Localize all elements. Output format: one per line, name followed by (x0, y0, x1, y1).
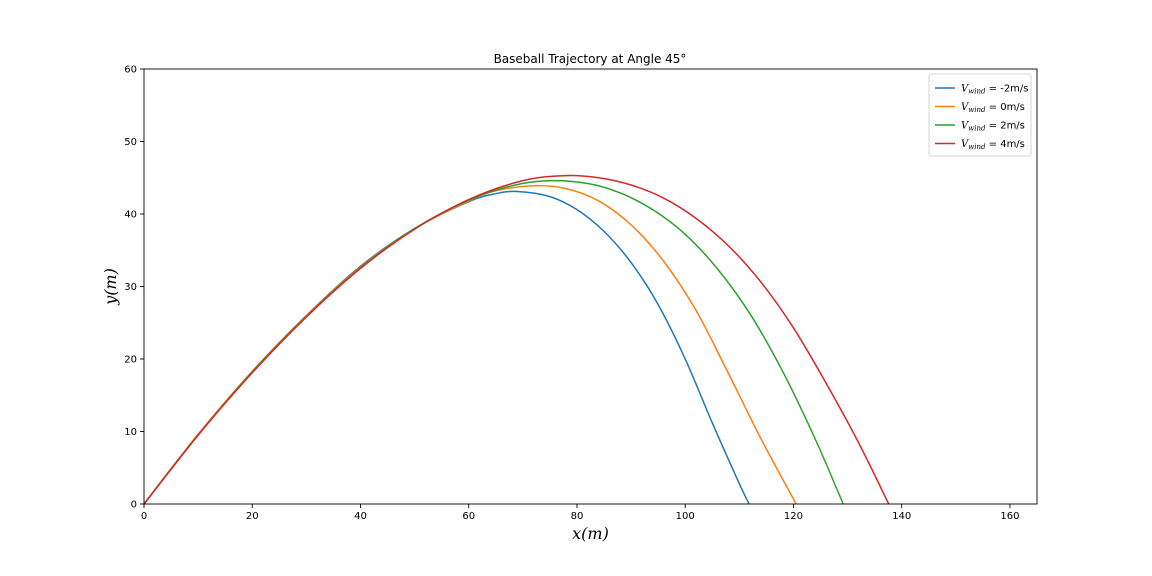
legend-item: Vwind = 0m/s (935, 102, 1025, 114)
y-tick-label: 0 (131, 500, 137, 511)
series-line-3 (143, 174, 890, 505)
x-axis-label: x(m) (572, 524, 609, 543)
legend-box (928, 73, 1032, 157)
chart-title: Baseball Trajectory at Angle 45° (494, 52, 687, 66)
legend: Vwind = -2m/s Vwind = 0m/s Vwind = 2m/s Vwi… (928, 73, 1032, 157)
x-tick-label: 140 (892, 511, 911, 522)
legend-item: Vwind = 4m/s (935, 139, 1025, 151)
x-tick-label: 100 (676, 511, 695, 522)
legend-label: Vwind = 0m/s (961, 102, 1025, 114)
series-lines (143, 174, 890, 505)
legend-label: Vwind = 2m/s (961, 121, 1025, 133)
y-tick-label: 30 (124, 282, 137, 293)
x-tick-label: 20 (246, 511, 259, 522)
legend-item: Vwind = -2m/s (935, 84, 1029, 96)
y-tick-label: 40 (124, 210, 137, 221)
y-axis-label: y(m) (101, 268, 120, 306)
y-tick-label: 10 (124, 427, 137, 438)
plot-background (144, 69, 1037, 504)
x-tick-label: 120 (784, 511, 803, 522)
x-axis: 0 20 40 60 80 100 120 140 160 (141, 504, 1019, 522)
legend-label: Vwind = 4m/s (961, 139, 1025, 151)
x-tick-label: 80 (571, 511, 584, 522)
y-axis: 0 10 20 30 40 50 60 (124, 65, 144, 511)
y-tick-label: 50 (124, 137, 137, 148)
x-tick-label: 160 (1000, 511, 1019, 522)
plot-area (143, 68, 1038, 505)
y-tick-label: 20 (124, 355, 137, 366)
legend-label: Vwind = -2m/s (961, 84, 1029, 96)
legend-item: Vwind = 2m/s (935, 121, 1025, 133)
x-tick-label: 0 (141, 511, 147, 522)
x-tick-label: 40 (354, 511, 367, 522)
y-tick-label: 60 (124, 65, 137, 76)
x-tick-label: 60 (462, 511, 475, 522)
